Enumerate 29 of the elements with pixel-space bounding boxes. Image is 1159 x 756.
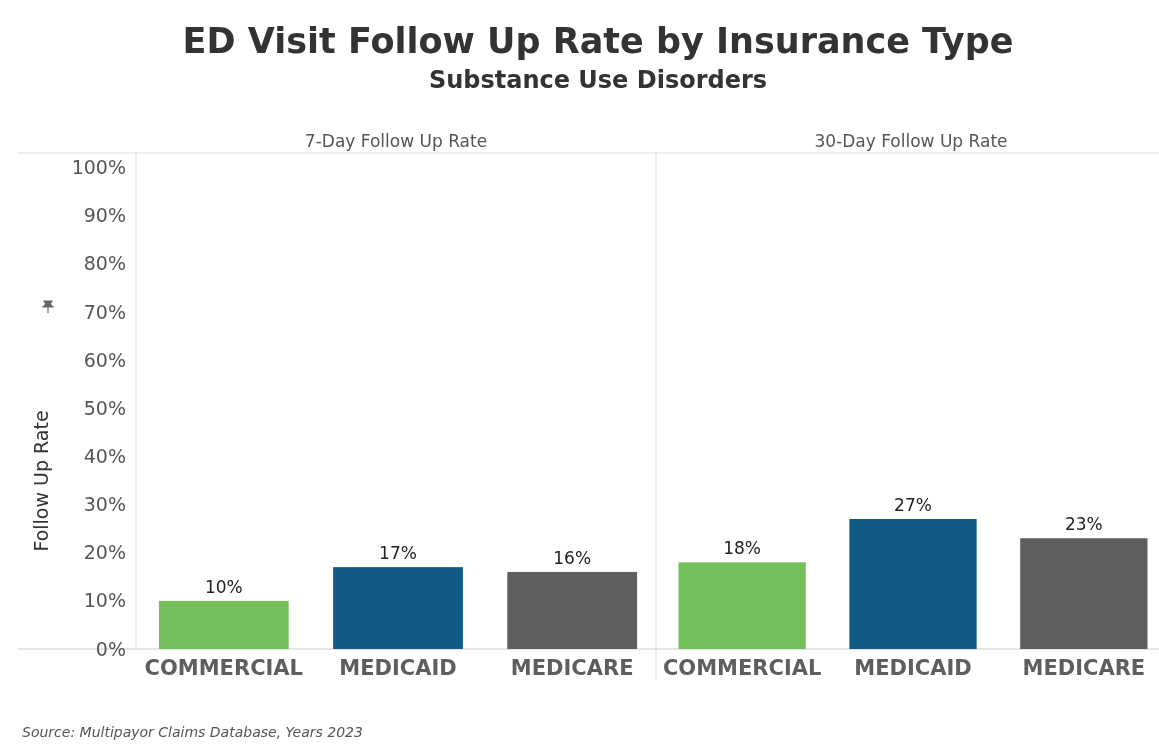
x-tick-label: MEDICAID [339, 656, 457, 680]
y-tick-label: 50% [83, 396, 126, 419]
y-tick-label: 70% [83, 300, 126, 323]
y-axis-title: Follow Up Rate [30, 410, 52, 552]
y-tick-label: 90% [83, 204, 126, 227]
y-tick-label: 80% [83, 252, 126, 275]
y-tick-label: 20% [83, 541, 126, 564]
x-tick-label: COMMERCIAL [144, 656, 304, 680]
data-label: 23% [1064, 514, 1103, 535]
data-label: 10% [204, 576, 243, 597]
data-label: 17% [379, 543, 417, 564]
data-label: 27% [894, 494, 932, 515]
y-tick-label: 0% [95, 637, 126, 660]
x-tick-label: COMMERCIAL [662, 656, 822, 680]
y-tick-label: 10% [83, 589, 126, 612]
chart-subtitle: Substance Use Disorders [428, 66, 768, 94]
chart-title: ED Visit Follow Up Rate by Insurance Type [182, 21, 1014, 61]
text: 30-Day Follow Up Rate [814, 131, 1008, 151]
data-label: 16% [553, 547, 592, 568]
y-tick-label: 60% [83, 348, 126, 371]
x-tick-label: MEDICARE [1022, 656, 1146, 680]
y-tick-label: 40% [83, 445, 126, 468]
source-note: Source: Multipayor Claims Database, Years 2023 [22, 724, 363, 740]
y-tick-label: 30% [83, 493, 126, 516]
y-tick-label: 100% [71, 156, 126, 179]
data-label: 18% [723, 538, 762, 559]
x-tick-label: MEDICARE [510, 656, 634, 680]
text: 7-Day Follow Up Rate [304, 131, 488, 151]
x-tick-label: MEDICAID [854, 656, 972, 680]
